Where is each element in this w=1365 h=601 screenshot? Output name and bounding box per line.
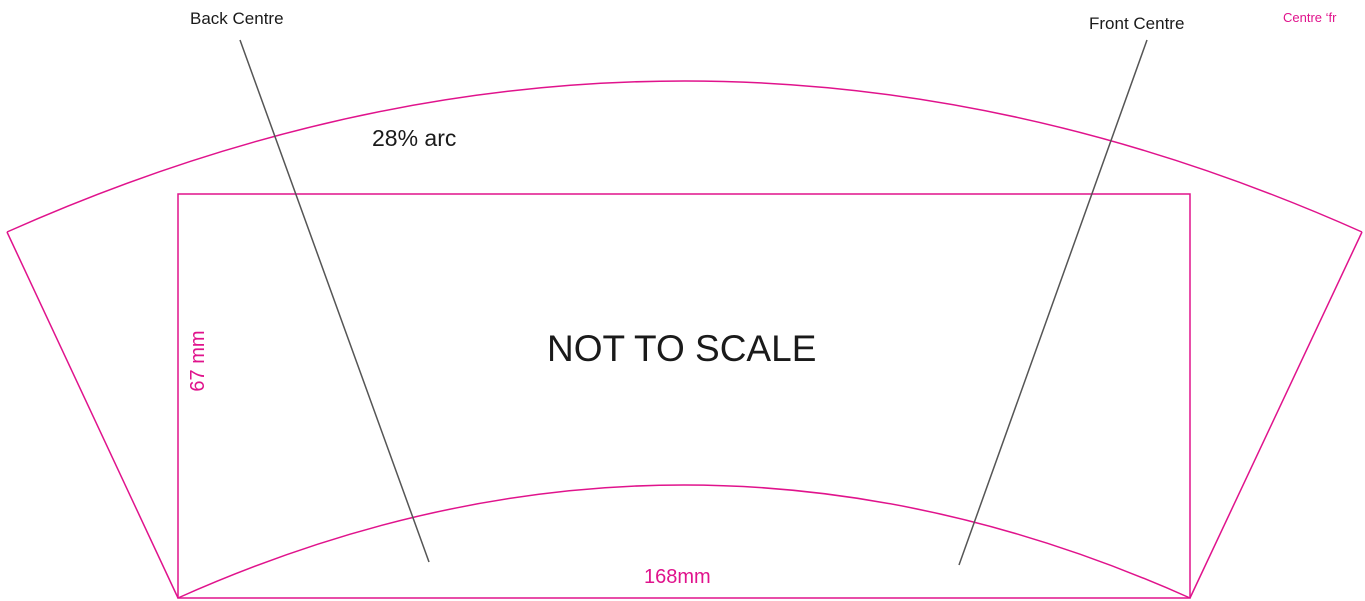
corner-note-label: Centre ‘fr [1283,10,1337,25]
height-dimension-label: 67 mm [187,330,209,392]
arc-percentage-label: 28% arc [372,125,457,151]
front-centre-pointer [958,39,1148,566]
sleeve-inner-arc [177,484,1191,599]
sleeve-outer-arc [6,80,1363,233]
bounding-rectangle [177,193,1191,599]
not-to-scale-label: NOT TO SCALE [547,328,817,369]
width-dimension-label: 168mm [644,566,711,588]
back-centre-pointer [239,39,430,563]
sleeve-right-edge [1189,231,1363,599]
front-centre-label: Front Centre [1089,14,1185,33]
sleeve-left-edge [6,231,179,599]
back-centre-label: Back Centre [190,9,284,28]
